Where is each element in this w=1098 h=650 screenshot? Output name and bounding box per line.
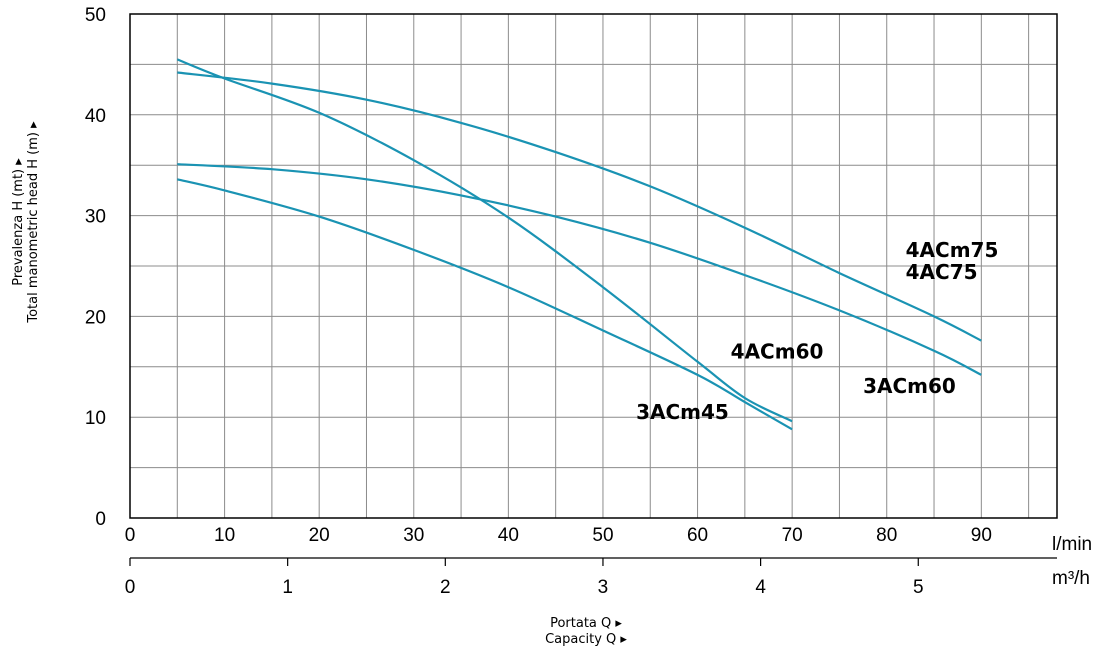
y-tick-label: 20 bbox=[85, 307, 106, 328]
x-tick-label: 60 bbox=[687, 525, 708, 546]
plot-frame bbox=[129, 13, 1058, 519]
curve-4acm60 bbox=[176, 58, 793, 423]
x-tick-label: 20 bbox=[309, 525, 330, 546]
y-tick-label: 0 bbox=[95, 509, 106, 530]
series-label-3acm60: 3ACm60 bbox=[863, 374, 956, 398]
secondary-x-axis: 0 1 2 3 4 5 bbox=[125, 557, 1057, 598]
x-tick-label: 80 bbox=[876, 525, 897, 546]
series-label-4ac75: 4AC75 bbox=[906, 260, 978, 284]
y-tick-label: 40 bbox=[85, 106, 106, 127]
y-axis-title-en: Total manometric head H (m) ▸ bbox=[26, 121, 41, 324]
x-axis-ticks: 0 10 20 30 40 50 60 70 80 90 bbox=[125, 525, 992, 546]
x2-tick-label: 2 bbox=[440, 577, 451, 598]
curve-4acm75-4ac75 bbox=[177, 71, 982, 342]
series-label-4acm75: 4ACm75 bbox=[906, 238, 999, 262]
x-axis-title-en: Capacity Q ▸ bbox=[545, 632, 627, 647]
x2-axis-unit: m³/h bbox=[1052, 568, 1090, 589]
y-tick-label: 30 bbox=[85, 207, 106, 228]
x-tick-label: 40 bbox=[498, 525, 519, 546]
series-label-3acm45: 3ACm45 bbox=[636, 400, 729, 424]
x2-tick-label: 4 bbox=[755, 577, 766, 598]
x-axis-unit: l/min bbox=[1052, 534, 1092, 555]
y-axis-ticks: 0 10 20 30 40 50 bbox=[85, 5, 106, 530]
x-tick-label: 0 bbox=[125, 525, 136, 546]
x-tick-label: 50 bbox=[592, 525, 613, 546]
x2-tick-label: 3 bbox=[598, 577, 609, 598]
x-axis-title: Portata Q ▸ bbox=[550, 616, 622, 631]
curve-3acm60 bbox=[177, 163, 982, 376]
y-tick-label: 50 bbox=[85, 5, 106, 26]
curve-3acm45 bbox=[177, 178, 793, 431]
performance-curves bbox=[176, 58, 982, 431]
x2-tick-label: 5 bbox=[913, 577, 924, 598]
x2-tick-label: 0 bbox=[125, 577, 136, 598]
x-tick-label: 90 bbox=[971, 525, 992, 546]
y-tick-label: 10 bbox=[85, 408, 106, 429]
x-tick-label: 10 bbox=[214, 525, 235, 546]
x-tick-label: 70 bbox=[782, 525, 803, 546]
series-label-4acm60: 4ACm60 bbox=[731, 340, 824, 364]
y-axis-title: Prevalenza H (mt) ▸ bbox=[11, 158, 26, 286]
grid-lines bbox=[130, 14, 1057, 518]
x2-tick-label: 1 bbox=[282, 577, 293, 598]
x-tick-label: 30 bbox=[403, 525, 424, 546]
